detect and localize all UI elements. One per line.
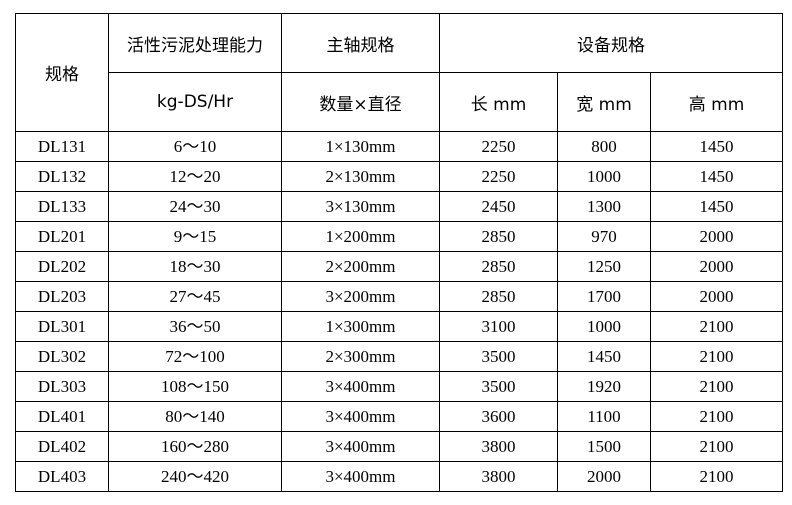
cell-capacity: 72～100 <box>108 341 282 372</box>
cell-model: DL401 <box>15 401 109 432</box>
cell-length: 3600 <box>439 401 558 432</box>
cell-length: 2450 <box>439 191 558 222</box>
cell-model: DL302 <box>15 341 109 372</box>
cell-shaft: 1×200mm <box>281 221 440 252</box>
cell-width: 1250 <box>557 251 651 282</box>
cell-height: 1450 <box>650 191 783 222</box>
cell-model: DL133 <box>15 191 109 222</box>
cell-shaft: 3×400mm <box>281 371 440 402</box>
cell-capacity: 12～20 <box>108 161 282 192</box>
table-row: DL132 12～20 2×130mm 2250 1000 1450 <box>15 161 783 192</box>
cell-capacity: 6～10 <box>108 131 282 162</box>
header-shaft-spec: 主轴规格 <box>281 13 440 73</box>
cell-capacity: 36～50 <box>108 311 282 342</box>
cell-length: 3500 <box>439 341 558 372</box>
cell-height: 2000 <box>650 281 783 312</box>
cell-capacity: 27～45 <box>108 281 282 312</box>
cell-width: 1500 <box>557 431 651 462</box>
cell-model: DL201 <box>15 221 109 252</box>
cell-width: 1100 <box>557 401 651 432</box>
cell-shaft: 3×130mm <box>281 191 440 222</box>
cell-shaft: 1×300mm <box>281 311 440 342</box>
cell-shaft: 3×400mm <box>281 401 440 432</box>
cell-length: 3100 <box>439 311 558 342</box>
cell-width: 800 <box>557 131 651 162</box>
cell-length: 2850 <box>439 221 558 252</box>
cell-capacity: 240～420 <box>108 461 282 492</box>
cell-length: 2850 <box>439 251 558 282</box>
cell-height: 2100 <box>650 461 783 492</box>
table-row: DL401 80～140 3×400mm 3600 1100 2100 <box>15 401 783 432</box>
cell-capacity: 160～280 <box>108 431 282 462</box>
header-spec: 规格 <box>15 13 109 132</box>
cell-height: 2000 <box>650 251 783 282</box>
table-row: DL202 18～30 2×200mm 2850 1250 2000 <box>15 251 783 282</box>
cell-capacity: 24～30 <box>108 191 282 222</box>
cell-height: 2100 <box>650 401 783 432</box>
cell-model: DL202 <box>15 251 109 282</box>
header-capacity: 活性污泥处理能力 <box>108 13 282 73</box>
cell-height: 2000 <box>650 221 783 252</box>
cell-width: 1920 <box>557 371 651 402</box>
table-row: DL403 240～420 3×400mm 3800 2000 2100 <box>15 461 783 492</box>
cell-shaft: 2×200mm <box>281 251 440 282</box>
cell-capacity: 9～15 <box>108 221 282 252</box>
table-row: DL201 9～15 1×200mm 2850 970 2000 <box>15 221 783 252</box>
cell-height: 2100 <box>650 311 783 342</box>
header-shaft-sub: 数量×直径 <box>281 72 440 132</box>
header-capacity-unit: kg-DS/Hr <box>108 72 282 132</box>
cell-width: 1700 <box>557 281 651 312</box>
cell-length: 2250 <box>439 131 558 162</box>
cell-length: 3800 <box>439 431 558 462</box>
cell-length: 2850 <box>439 281 558 312</box>
cell-shaft: 2×130mm <box>281 161 440 192</box>
cell-width: 1000 <box>557 311 651 342</box>
cell-length: 2250 <box>439 161 558 192</box>
cell-model: DL132 <box>15 161 109 192</box>
header-equipment-spec: 设备规格 <box>439 13 783 73</box>
cell-width: 2000 <box>557 461 651 492</box>
cell-shaft: 3×400mm <box>281 431 440 462</box>
cell-width: 1000 <box>557 161 651 192</box>
table-row: DL302 72～100 2×300mm 3500 1450 2100 <box>15 341 783 372</box>
cell-length: 3800 <box>439 461 558 492</box>
header-height: 高 mm <box>650 72 783 132</box>
header-width: 宽 mm <box>557 72 651 132</box>
cell-height: 1450 <box>650 161 783 192</box>
cell-model: DL131 <box>15 131 109 162</box>
cell-height: 2100 <box>650 341 783 372</box>
cell-length: 3500 <box>439 371 558 402</box>
cell-capacity: 108～150 <box>108 371 282 402</box>
cell-height: 2100 <box>650 431 783 462</box>
cell-model: DL203 <box>15 281 109 312</box>
table-row: DL402 160～280 3×400mm 3800 1500 2100 <box>15 431 783 462</box>
table-row: DL301 36～50 1×300mm 3100 1000 2100 <box>15 311 783 342</box>
cell-model: DL301 <box>15 311 109 342</box>
cell-shaft: 3×200mm <box>281 281 440 312</box>
table-row: DL303 108～150 3×400mm 3500 1920 2100 <box>15 371 783 402</box>
cell-capacity: 80～140 <box>108 401 282 432</box>
table-row: DL133 24～30 3×130mm 2450 1300 1450 <box>15 191 783 222</box>
cell-shaft: 2×300mm <box>281 341 440 372</box>
cell-height: 2100 <box>650 371 783 402</box>
cell-capacity: 18～30 <box>108 251 282 282</box>
cell-width: 970 <box>557 221 651 252</box>
cell-model: DL303 <box>15 371 109 402</box>
cell-model: DL402 <box>15 431 109 462</box>
spec-table: 规格 活性污泥处理能力 主轴规格 设备规格 kg-DS/Hr 数量×直径 长 m… <box>15 13 783 492</box>
cell-width: 1450 <box>557 341 651 372</box>
cell-height: 1450 <box>650 131 783 162</box>
cell-shaft: 3×400mm <box>281 461 440 492</box>
cell-width: 1300 <box>557 191 651 222</box>
header-length: 长 mm <box>439 72 558 132</box>
cell-model: DL403 <box>15 461 109 492</box>
table-row: DL131 6～10 1×130mm 2250 800 1450 <box>15 131 783 162</box>
table-row: DL203 27～45 3×200mm 2850 1700 2000 <box>15 281 783 312</box>
cell-shaft: 1×130mm <box>281 131 440 162</box>
